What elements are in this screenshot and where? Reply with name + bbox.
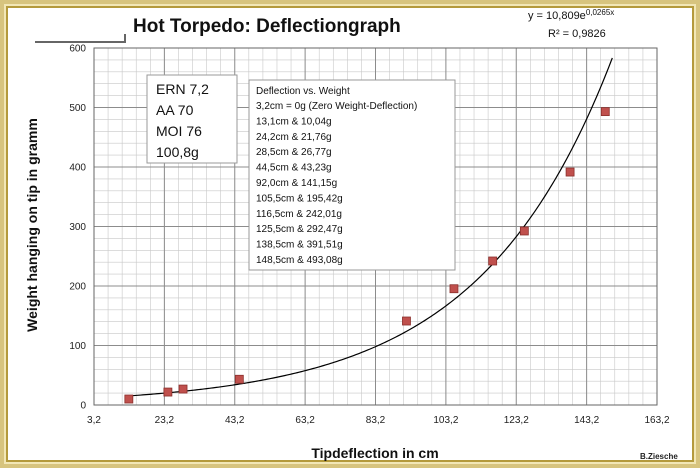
axis-ticks: 3,2 23,2 43,2 63,2 83,2 103,2 123,2 143,2 163,2 0… (69, 44, 670, 427)
data-table-line: 24,2cm & 21,76g (256, 132, 332, 143)
x-tick-label: 43,2 (225, 415, 245, 426)
author-credit: B.Ziesche (640, 452, 678, 461)
x-tick-label: 3,2 (87, 415, 101, 426)
x-tick-label: 23,2 (155, 415, 175, 426)
info-box-line: AA 70 (156, 102, 194, 118)
y-tick-label: 600 (69, 44, 86, 55)
data-table-lines: 3,2cm = 0g (Zero Weight-Deflection) 13,1c… (256, 101, 417, 266)
y-axis-title: Weight hanging on tip in gramm (24, 118, 40, 332)
exponential-trendline (128, 57, 613, 397)
data-point-marker (600, 107, 610, 117)
data-point-marker (449, 284, 459, 294)
data-table-heading: Deflection vs. Weight (256, 86, 350, 97)
info-box-lines: ERN 7,2 AA 70 MOI 76 100,8g (156, 81, 209, 160)
data-table-line: 138,5cm & 391,51g (256, 240, 343, 251)
equation-line2: R² = 0,9826 (548, 28, 606, 40)
info-box-line: ERN 7,2 (156, 81, 209, 97)
data-table-line: 13,1cm & 10,04g (256, 116, 332, 127)
x-tick-label: 163,2 (644, 415, 669, 426)
x-tick-label: 83,2 (366, 415, 386, 426)
equation-line1: y = 10,809e0,0265x (528, 8, 614, 22)
x-tick-label: 123,2 (504, 415, 529, 426)
title-bracket (35, 34, 126, 43)
data-point-marker (234, 374, 244, 384)
data-point-marker (402, 316, 411, 326)
info-box (146, 74, 238, 164)
info-box-line: MOI 76 (156, 123, 202, 139)
data-table-line: 3,2cm = 0g (Zero Weight-Deflection) (256, 101, 417, 112)
data-table-line: 125,5cm & 292,47g (256, 224, 343, 235)
info-box-line: 100,8g (156, 144, 199, 160)
x-tick-label: 103,2 (433, 415, 458, 426)
plot-area-border (93, 47, 658, 406)
data-table-line: 148,5cm & 493,08g (256, 255, 343, 266)
chart-title: Hot Torpedo: Deflectiongraph (133, 16, 401, 37)
data-table-line: 28,5cm & 26,77g (256, 147, 332, 158)
data-table-line: 105,5cm & 195,42g (256, 193, 343, 204)
x-tick-label: 143,2 (574, 415, 599, 426)
data-point-marker (124, 394, 134, 404)
x-axis-title: Tipdeflection in cm (311, 445, 438, 461)
data-point-marker (178, 384, 188, 394)
y-tick-label: 0 (80, 401, 86, 412)
data-point-marker (488, 256, 498, 266)
data-point-marker (519, 226, 529, 236)
y-tick-label: 100 (69, 341, 86, 352)
data-table-line: 92,0cm & 141,15g (256, 178, 337, 189)
data-table-line: 116,5cm & 242,01g (256, 209, 342, 220)
data-table-line: 44,5cm & 43,23g (256, 163, 332, 174)
y-tick-label: 300 (69, 222, 86, 233)
y-tick-label: 500 (69, 103, 86, 114)
y-tick-label: 200 (69, 282, 86, 293)
x-tick-label: 63,2 (295, 415, 315, 426)
y-tick-label: 400 (69, 163, 86, 174)
data-point-marker (565, 167, 575, 177)
data-points (124, 107, 610, 404)
data-point-marker (163, 387, 173, 397)
data-table-box (248, 79, 456, 271)
